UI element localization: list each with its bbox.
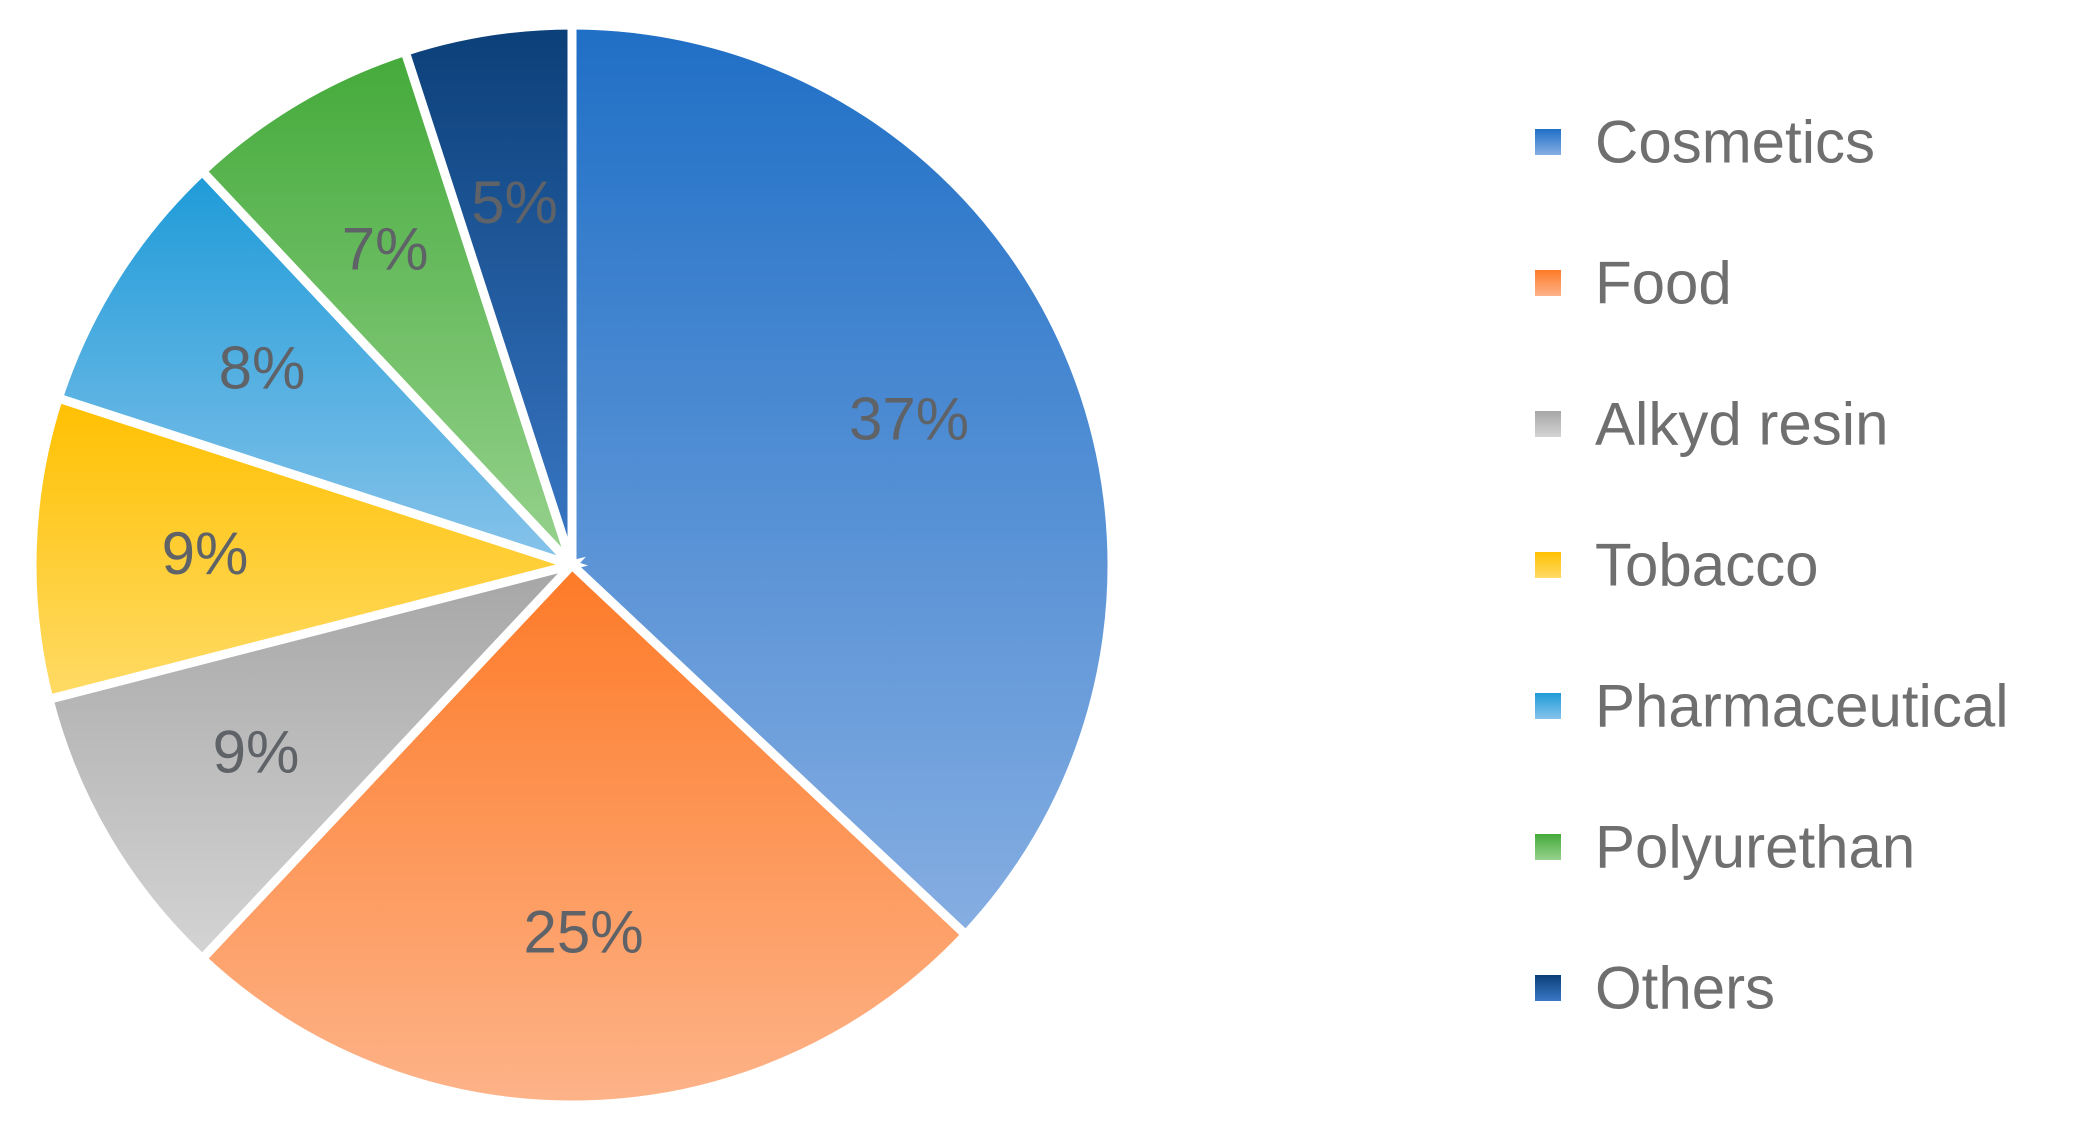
legend-swatch-polyurethan xyxy=(1535,834,1561,860)
legend-swatch-tobacco xyxy=(1535,552,1561,578)
data-label-cosmetics: 37% xyxy=(849,386,969,453)
legend-label-polyurethan: Polyurethan xyxy=(1595,814,1915,881)
pie-slice-polyurethan xyxy=(195,45,577,569)
legend-item-others: Others xyxy=(1535,955,1775,1022)
pie-slice-tobacco xyxy=(27,392,589,705)
legend-label-food: Food xyxy=(1595,250,1732,317)
legend-item-polyurethan: Polyurethan xyxy=(1535,814,1915,881)
data-label-pharmaceutical: 8% xyxy=(219,335,306,402)
pie-slice-food xyxy=(195,558,973,1110)
data-label-alkyd-resin: 9% xyxy=(213,718,300,785)
pie-slices xyxy=(27,20,1117,1110)
legend-swatch-others xyxy=(1535,975,1561,1001)
legend-label-others: Others xyxy=(1595,955,1775,1022)
legend-label-pharmaceutical: Pharmaceutical xyxy=(1595,673,2009,740)
legend-item-alkyd-resin: Alkyd resin xyxy=(1535,391,1888,458)
legend-swatch-cosmetics xyxy=(1535,129,1561,155)
pie-slice-alkyd-resin xyxy=(43,556,586,966)
legend-item-cosmetics: Cosmetics xyxy=(1535,109,1875,176)
legend-item-pharmaceutical: Pharmaceutical xyxy=(1535,673,2009,740)
legend-item-tobacco: Tobacco xyxy=(1535,532,1818,599)
data-label-food: 25% xyxy=(523,899,643,966)
legend-swatch-pharmaceutical xyxy=(1535,693,1561,719)
data-label-tobacco: 9% xyxy=(162,520,249,587)
legend: Cosmetics Food Alkyd resin Tobacco Pharmaceu… xyxy=(1535,109,2009,1022)
legend-swatch-alkyd-resin xyxy=(1535,411,1561,437)
pie-slice-others xyxy=(399,20,577,567)
legend-item-food: Food xyxy=(1535,250,1732,317)
data-label-polyurethan: 7% xyxy=(342,215,429,282)
slice-labels: 37% 25% 9% 9% 8% 7% 5% xyxy=(162,169,969,966)
pie-slice-cosmetics xyxy=(567,20,1117,942)
legend-swatch-food xyxy=(1535,270,1561,296)
pie-slice-pharmaceutical xyxy=(52,164,576,570)
legend-label-alkyd-resin: Alkyd resin xyxy=(1595,391,1888,458)
data-label-others: 5% xyxy=(471,169,558,236)
legend-label-tobacco: Tobacco xyxy=(1595,532,1818,599)
legend-label-cosmetics: Cosmetics xyxy=(1595,109,1875,176)
